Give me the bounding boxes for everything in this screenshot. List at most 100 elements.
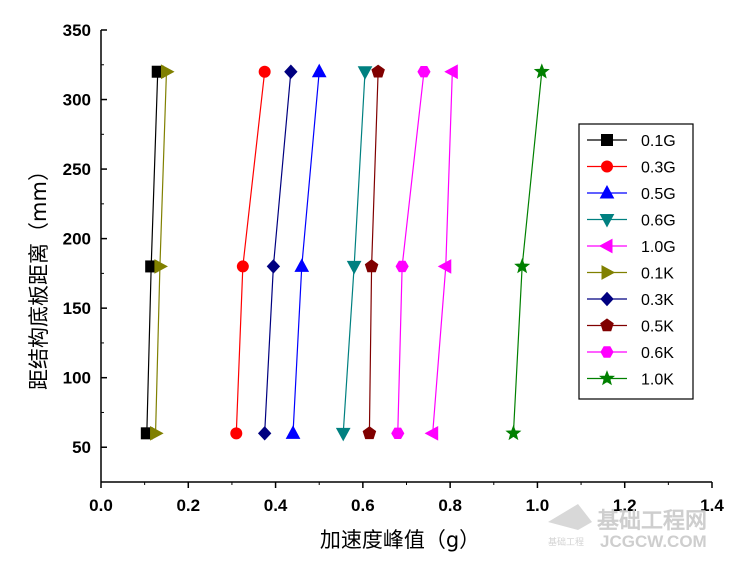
series-0.3G [230,65,271,440]
legend-entry: 0.3K [587,291,674,309]
data-point [357,66,373,80]
data-point [424,425,439,441]
watermark-small-text: 基础工程 [548,536,584,548]
legend-label: 0.1K [641,266,674,283]
x-tick-label: 1.2 [613,496,637,515]
data-point [311,63,327,78]
legend-label: 0.5K [641,319,674,336]
y-tick-label: 350 [63,21,91,40]
legend-marker [600,318,614,332]
data-point [391,427,405,440]
legend-label: 0.5G [641,186,676,203]
legend-entry: 0.6G [587,213,676,230]
data-point [371,64,385,78]
series-line [264,71,292,434]
data-point [505,424,522,441]
data-point [395,260,409,273]
series-0.6G [335,66,373,442]
legend-marker [600,346,614,358]
data-point [284,64,298,79]
watermark: 基础工程网 JCGCW.COM 基础工程 [548,504,707,551]
legend-entry: 1.0G [587,238,676,256]
legend-marker [601,134,613,146]
y-tick-label: 250 [63,160,91,179]
legend-label: 0.3G [641,160,676,177]
series-line [432,71,453,434]
legend-label: 1.0G [641,239,676,256]
series-0.1K [150,64,175,441]
watermark-domain: JCGCW.COM [600,532,707,551]
series-line [397,71,425,434]
legend-label: 0.3K [641,292,674,309]
series-line [292,71,320,434]
series-line [235,71,266,434]
series-line [512,71,543,434]
x-tick-label: 1.0 [526,496,550,515]
data-point [294,258,310,272]
series-line [368,71,379,434]
data-point [257,426,272,441]
legend-marker [600,291,614,307]
data-point [417,66,431,78]
y-tick-label: 150 [63,299,91,318]
data-point [514,258,531,274]
data-point [285,425,301,439]
legend-marker [599,370,615,386]
legend-entry: 0.5G [587,184,676,203]
data-point [335,427,351,442]
legend-marker [601,265,616,280]
legend-entry: 0.6K [587,345,674,362]
series-0.6K [391,66,431,440]
y-tick-label: 100 [63,369,91,388]
data-point [533,63,550,79]
legend-marker [598,238,613,254]
legend-entry: 0.3G [587,160,676,177]
legend-label: 0.6G [641,213,676,230]
data-point [364,259,379,273]
y-tick-label: 50 [72,438,91,457]
series-line [154,71,168,434]
x-tick-label: 0.6 [351,496,375,515]
x-axis-title: 加速度峰值（g） [320,528,480,552]
data-point [437,259,452,274]
data-point [150,425,164,441]
x-tick-label: 0.2 [176,496,200,515]
data-point [266,259,281,274]
data-point [362,426,377,440]
legend-label: 0.1G [641,133,676,150]
legend-entry: 0.1G [587,133,676,150]
x-tick-label: 0.0 [89,496,113,515]
x-tick-label: 0.4 [264,496,288,515]
watermark-site-name: 基础工程网 [597,509,707,534]
series-0.3K [257,64,298,441]
data-point [444,64,458,80]
legend-label: 1.0K [641,372,674,389]
series-0.5K [362,64,385,440]
data-point [160,64,175,80]
y-tick-label: 300 [63,91,91,110]
legend: 0.1G 0.3G 0.5G 0.6G 1.0G 0.1K 0.3K 0.5K 0.6K 1.0K [578,123,694,400]
series-1.0G [424,64,458,441]
data-point [258,65,271,78]
y-tick-label: 200 [63,230,91,249]
series-0.5G [285,63,327,439]
axes-layer: 0.0 0.2 0.4 0.6 0.8 1.0 1.2 1.4 50 100 150 200 250 30… [63,21,725,515]
series-line [146,71,159,434]
data-point [346,260,362,275]
x-tick-label: 0.8 [438,496,462,515]
data-point [230,427,243,440]
legend-entry: 1.0K [587,370,674,389]
legend-label: 0.6K [641,345,674,362]
x-tick-label: 1.4 [700,496,724,515]
watermark-logo-icon [548,504,592,530]
legend-entry: 0.5K [587,318,674,336]
series-1.0K [505,63,550,441]
data-point [154,259,168,274]
legend-entry: 0.1K [587,265,674,283]
legend-marker [599,214,615,228]
y-axis-title: 距结构底板距离（mm） [27,160,51,390]
legend-marker [599,184,615,199]
legend-box [578,123,694,400]
series-layer [140,63,550,442]
